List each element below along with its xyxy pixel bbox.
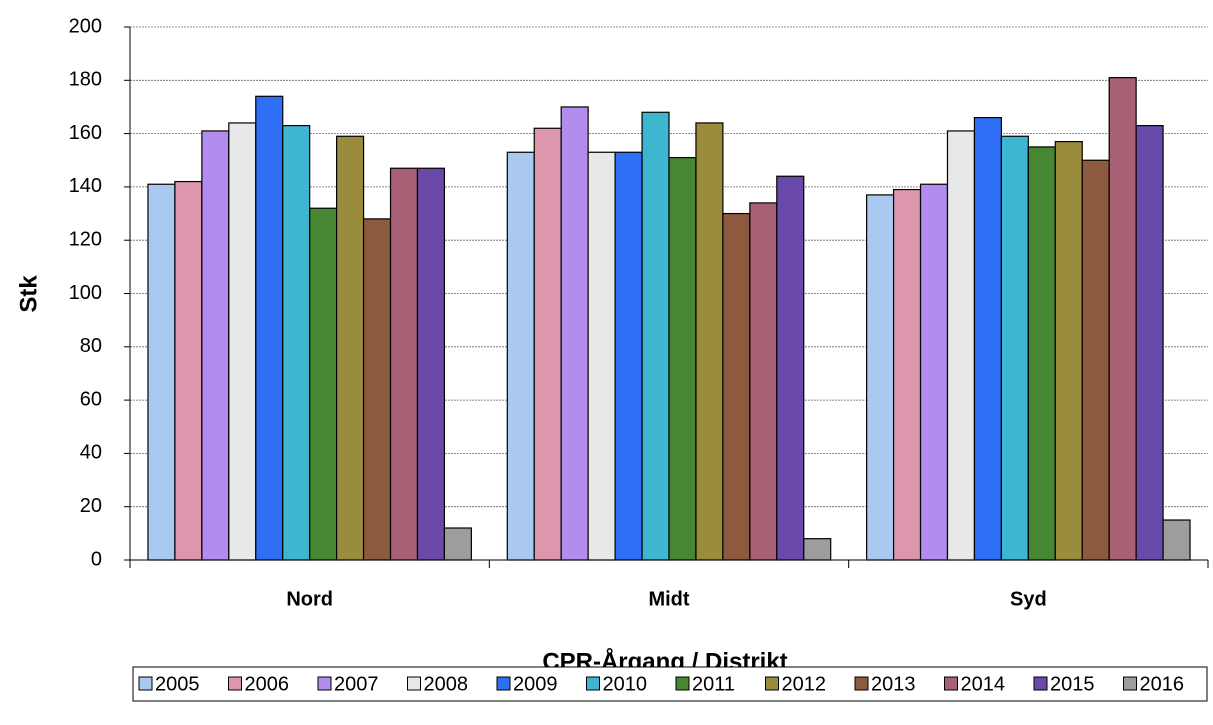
bar (1054, 140, 1083, 561)
bar (973, 117, 1002, 561)
x-tick-label: Midt (648, 588, 689, 610)
bar (614, 151, 643, 561)
y-tick-label: 160 (69, 122, 102, 144)
y-tick-label: 180 (69, 69, 102, 91)
bar (1162, 519, 1191, 561)
legend-swatch (1033, 676, 1048, 691)
y-tick-label: 140 (69, 175, 102, 197)
y-tick-label: 0 (91, 548, 102, 570)
y-tick-label: 40 (80, 442, 102, 464)
bar (892, 188, 922, 561)
bar (309, 207, 338, 561)
legend-swatch (944, 676, 958, 691)
y-tick-label: 80 (80, 335, 102, 357)
bar (1000, 135, 1029, 561)
bar (668, 156, 697, 561)
legend-label: 2005 (155, 673, 200, 695)
bar (919, 183, 949, 561)
bar (201, 130, 230, 561)
legend-swatch (1123, 676, 1137, 691)
x-tick-label: Syd (1010, 588, 1047, 610)
y-tick-label: 200 (69, 15, 102, 37)
bar (1135, 125, 1164, 561)
legend-swatch (228, 676, 242, 691)
legend-label: 2009 (513, 673, 558, 695)
bar (587, 151, 616, 561)
bar (147, 183, 176, 561)
bar (336, 135, 365, 561)
bar (1027, 146, 1056, 561)
legend-label: 2013 (871, 673, 916, 695)
bar (560, 106, 589, 561)
bar (1108, 77, 1137, 561)
bar (362, 218, 392, 561)
legend-swatch (317, 676, 332, 691)
legend-swatch (407, 676, 421, 691)
bar (533, 127, 562, 561)
legend-label: 2016 (1140, 673, 1185, 695)
legend-label: 2006 (245, 673, 290, 695)
bar (228, 122, 257, 561)
bar (506, 151, 535, 561)
bar (946, 130, 976, 561)
legend-swatch (854, 676, 869, 691)
y-tick-label: 120 (69, 228, 102, 250)
bar (389, 167, 419, 561)
bar (174, 180, 203, 561)
legend-label: 2007 (334, 673, 379, 695)
legend-label: 2012 (782, 673, 827, 695)
legend-label: 2010 (603, 673, 648, 695)
bar (695, 122, 724, 561)
bar (803, 538, 832, 561)
bar (1081, 159, 1110, 561)
legend-swatch (765, 676, 779, 691)
y-tick-label: 20 (80, 495, 102, 517)
bar (866, 194, 895, 561)
legend-swatch (138, 676, 153, 691)
y-axis-title: Stk (15, 275, 42, 313)
bar (641, 111, 670, 561)
legend-label: 2014 (961, 673, 1006, 695)
bar (255, 95, 284, 561)
legend-label: 2011 (692, 673, 735, 695)
legend-swatch (586, 676, 600, 691)
bar (722, 212, 751, 561)
y-tick-label: 60 (80, 388, 102, 410)
legend-swatch (675, 676, 690, 691)
bar (416, 167, 446, 561)
legend-swatch (496, 676, 511, 691)
bar (443, 527, 472, 561)
bar (282, 125, 311, 561)
bar (749, 202, 778, 561)
legend-box (132, 666, 1208, 702)
legend-label: 2015 (1050, 673, 1095, 695)
legend-label: 2008 (424, 673, 469, 695)
y-tick-label: 100 (69, 282, 102, 304)
x-tick-label: Nord (286, 588, 333, 610)
bar (776, 175, 805, 561)
